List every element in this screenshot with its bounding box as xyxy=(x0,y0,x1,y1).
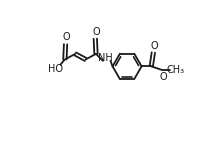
Text: O: O xyxy=(63,32,70,42)
Text: O: O xyxy=(150,41,158,51)
Text: O: O xyxy=(159,72,167,82)
Text: HO: HO xyxy=(48,64,63,74)
Text: O: O xyxy=(92,27,100,37)
Text: NH: NH xyxy=(98,53,113,63)
Text: CH₃: CH₃ xyxy=(166,65,185,75)
